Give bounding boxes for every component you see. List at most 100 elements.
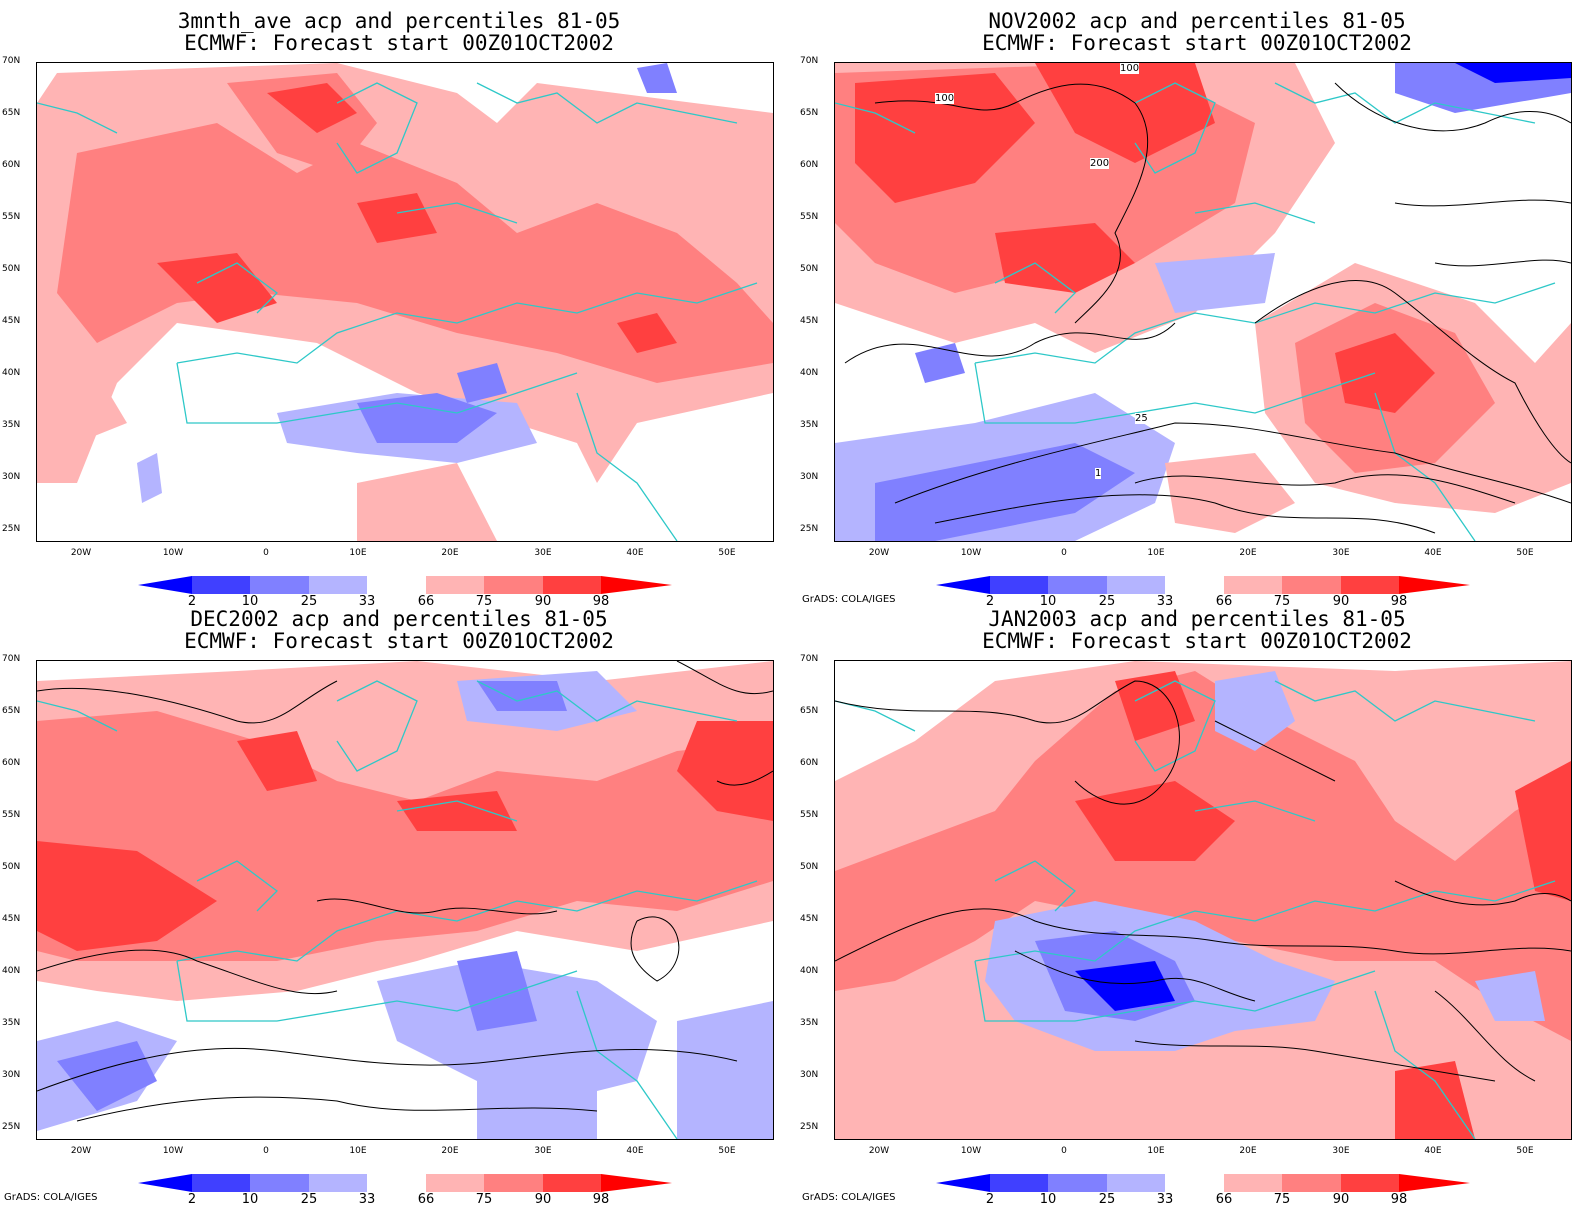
lat-label: 30N (2, 472, 21, 482)
colorbar-label: 25 (1098, 594, 1116, 609)
lon-label: 40E (1424, 1146, 1442, 1156)
lat-label: 60N (800, 758, 819, 768)
lat-label: 65N (800, 706, 819, 716)
lat-label: 30N (800, 472, 819, 482)
panel-nov2002: NOV2002 acp and percentiles 81-05 ECMWF:… (798, 0, 1596, 609)
lat-label: 25N (2, 1122, 21, 1132)
lat-label: 25N (2, 524, 21, 534)
colorbar-label: 66 (417, 1192, 435, 1207)
map-plot (36, 660, 774, 1140)
panel-title: NOV2002 acp and percentiles 81-05 (988, 9, 1406, 33)
lat-label: 40N (800, 368, 819, 378)
lon-label: 10W (960, 1146, 982, 1156)
colorbar-label: 25 (300, 1192, 318, 1207)
contour-label: 100 (935, 93, 955, 104)
lon-label: 10W (960, 548, 982, 558)
colorbar-label: 2 (187, 594, 197, 609)
colorbar-label: 90 (534, 1192, 552, 1207)
lon-label: 30E (1332, 1146, 1350, 1156)
colorbar-label: 98 (592, 594, 610, 609)
lon-label: 0 (1061, 1146, 1067, 1156)
colorbar-label: 66 (1215, 594, 1233, 609)
colorbar-label: 98 (592, 1192, 610, 1207)
contour-label: 25 (1135, 413, 1148, 424)
colorbar-label: 66 (1215, 1192, 1233, 1207)
colorbar (936, 1174, 1470, 1192)
lon-label: 20E (1239, 1146, 1257, 1156)
map-plot: 100 100 200 25 1 (834, 62, 1572, 542)
lon-label: 50E (718, 1146, 736, 1156)
lat-label: 65N (2, 108, 21, 118)
panel-subtitle: ECMWF: Forecast start 00Z01OCT2002 (982, 31, 1412, 55)
lat-label: 45N (2, 914, 21, 924)
lat-label: 45N (800, 914, 819, 924)
colorbar-label: 75 (1273, 594, 1291, 609)
lon-label: 0 (263, 548, 269, 558)
lon-label: 20E (1239, 548, 1257, 558)
lon-label: 20E (441, 548, 459, 558)
lon-label: 30E (534, 548, 552, 558)
lon-label: 40E (1424, 548, 1442, 558)
colorbar (936, 576, 1470, 594)
colorbar-label: 2 (187, 1192, 197, 1207)
colorbar (138, 1174, 672, 1192)
colorbar-label: 98 (1390, 1192, 1408, 1207)
contour-label: 100 (1120, 63, 1140, 74)
lat-label: 25N (800, 524, 819, 534)
colorbar-label: 2 (985, 1192, 995, 1207)
lat-label: 55N (800, 810, 819, 820)
colorbar-label: 10 (241, 1192, 259, 1207)
lat-label: 60N (800, 160, 819, 170)
lat-label: 40N (2, 368, 21, 378)
lat-label: 70N (2, 56, 21, 66)
colorbar-label: 90 (1332, 594, 1350, 609)
panel-title: DEC2002 acp and percentiles 81-05 (190, 607, 608, 631)
lat-label: 35N (800, 420, 819, 430)
map-field (37, 661, 773, 1139)
lat-label: 30N (2, 1070, 21, 1080)
lat-label: 50N (2, 264, 21, 274)
map-plot (834, 660, 1572, 1140)
lon-label: 10W (162, 1146, 184, 1156)
credit-text: GrADS: COLA/IGES (4, 1192, 98, 1203)
lat-label: 55N (2, 212, 21, 222)
colorbar (138, 576, 672, 594)
lat-label: 65N (2, 706, 21, 716)
lon-label: 0 (1061, 548, 1067, 558)
panel-subtitle: ECMWF: Forecast start 00Z01OCT2002 (184, 629, 614, 653)
lat-label: 40N (800, 966, 819, 976)
panel-title: 3mnth_ave acp and percentiles 81-05 (177, 9, 621, 33)
panel-3mnth-ave: 3mnth_ave acp and percentiles 81-05 ECMW… (0, 0, 798, 609)
contour-label: 1 (1095, 468, 1102, 479)
lat-label: 70N (800, 654, 819, 664)
panel-dec2002: DEC2002 acp and percentiles 81-05 ECMWF:… (0, 598, 798, 1207)
panel-subtitle: ECMWF: Forecast start 00Z01OCT2002 (982, 629, 1412, 653)
lat-label: 45N (2, 316, 21, 326)
lat-label: 55N (800, 212, 819, 222)
lat-label: 70N (2, 654, 21, 664)
credit-text: GrADS: COLA/IGES (802, 1192, 896, 1203)
lon-label: 20W (70, 1146, 92, 1156)
lon-label: 50E (1516, 548, 1534, 558)
panel-subtitle: ECMWF: Forecast start 00Z01OCT2002 (184, 31, 614, 55)
lon-label: 20W (70, 548, 92, 558)
colorbar-label: 90 (534, 594, 552, 609)
colorbar-label: 75 (1273, 1192, 1291, 1207)
lon-label: 30E (534, 1146, 552, 1156)
colorbar-label: 33 (1156, 1192, 1174, 1207)
colorbar-label: 90 (1332, 1192, 1350, 1207)
lat-label: 25N (800, 1122, 819, 1132)
lat-label: 60N (2, 758, 21, 768)
lon-label: 10E (1147, 548, 1165, 558)
lat-label: 70N (800, 56, 819, 66)
lat-label: 45N (800, 316, 819, 326)
credit-text: GrADS: COLA/IGES (802, 594, 896, 605)
colorbar-label: 10 (241, 594, 259, 609)
panel-jan2003: JAN2003 acp and percentiles 81-05 ECMWF:… (798, 598, 1596, 1207)
colorbar-label: 33 (1156, 594, 1174, 609)
colorbar-label: 98 (1390, 594, 1408, 609)
map-field (37, 63, 773, 541)
lon-label: 10E (349, 1146, 367, 1156)
map-field (835, 63, 1571, 541)
colorbar-label: 25 (1098, 1192, 1116, 1207)
